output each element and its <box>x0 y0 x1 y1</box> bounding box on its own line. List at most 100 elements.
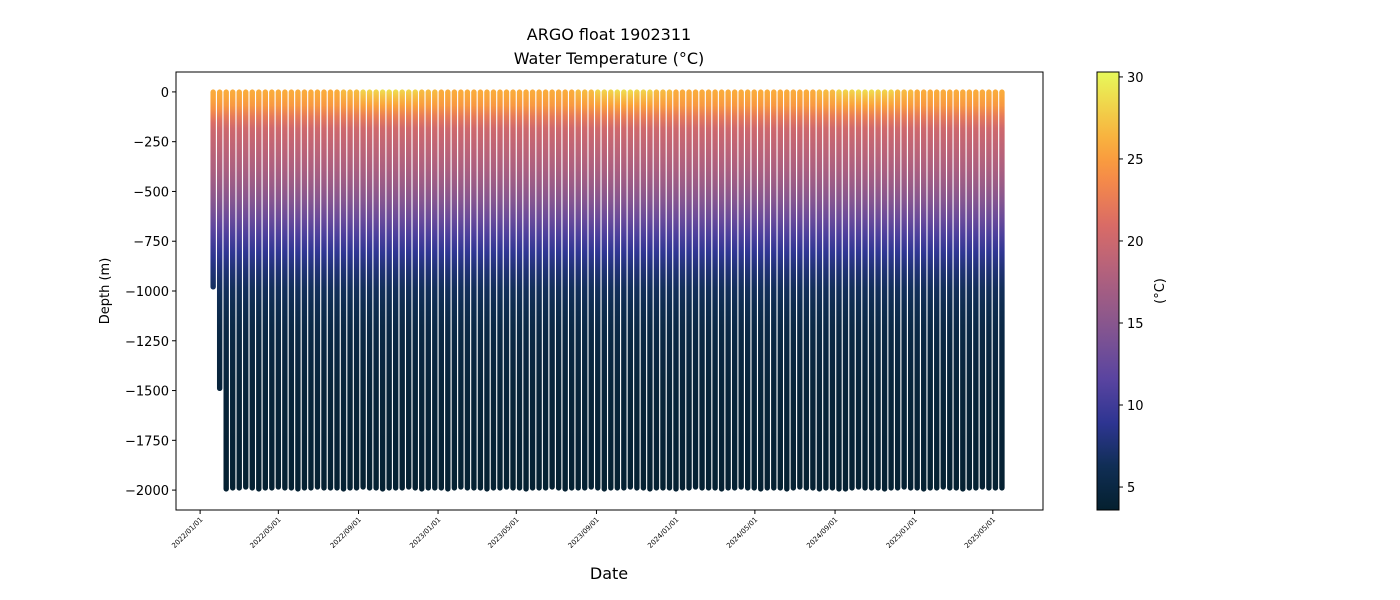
profile-column <box>549 89 555 490</box>
profile-column <box>230 89 236 491</box>
profile-column <box>849 89 855 491</box>
profile-column <box>947 89 953 491</box>
profile-column <box>282 89 288 491</box>
profile-column <box>419 89 425 492</box>
profile-column <box>823 89 829 491</box>
profile-column <box>738 89 744 490</box>
profile-column <box>308 89 314 491</box>
profile-column <box>686 89 692 491</box>
colorbar-tick-label: 25 <box>1127 153 1144 168</box>
profile-column <box>471 89 477 491</box>
profile-column <box>842 89 849 492</box>
profile-column <box>608 89 614 491</box>
profile-column <box>797 89 803 490</box>
profile-column <box>790 89 797 491</box>
chart-subtitle: Water Temperature (°C) <box>514 49 704 68</box>
profile-column <box>347 89 353 491</box>
profile-column <box>425 89 431 491</box>
colorbar-label: (°C) <box>1153 278 1168 304</box>
profile-column <box>731 89 738 491</box>
y-tick-label: −2000 <box>125 484 169 499</box>
profile-column <box>555 89 562 491</box>
profile-column <box>301 89 308 491</box>
profile-column <box>986 89 992 491</box>
profile-column <box>516 89 523 491</box>
profile-column <box>894 89 901 491</box>
profile-column <box>295 89 301 492</box>
profile-column <box>477 89 484 491</box>
profile-column <box>366 89 373 491</box>
profile-column <box>934 89 940 491</box>
profiles-layer <box>210 89 1005 492</box>
profile-column <box>777 89 783 491</box>
chart-title: ARGO float 1902311 <box>527 25 691 44</box>
profile-column <box>679 89 686 491</box>
x-axis: 2022/01/01 2022/05/01 2022/09/01 2023/01/01… <box>170 510 997 550</box>
profile-column <box>881 89 888 492</box>
profile-column <box>660 89 666 491</box>
profile-column <box>829 89 836 491</box>
x-tick-label: 2023/09/01 <box>567 516 601 550</box>
profile-column <box>353 89 360 491</box>
profile-column <box>901 89 907 490</box>
profile-column <box>269 89 275 491</box>
profile-column <box>314 89 321 490</box>
colorbar-tick-label: 10 <box>1127 399 1144 414</box>
x-tick-label: 2025/01/01 <box>885 516 919 550</box>
profile-column <box>379 89 386 492</box>
profile-column <box>288 89 295 491</box>
profile-column <box>758 89 764 492</box>
profile-column <box>399 89 405 491</box>
x-tick-label: 2024/01/01 <box>646 516 680 550</box>
profile-column <box>868 89 875 491</box>
profile-column <box>816 89 823 492</box>
x-tick-label: 2024/09/01 <box>805 516 839 550</box>
profile-column <box>973 89 979 491</box>
profile-column <box>392 89 399 491</box>
profile-column <box>960 89 966 492</box>
profile-column <box>582 89 588 491</box>
profile-column <box>275 89 282 490</box>
profile-column <box>921 89 927 492</box>
profile-column <box>627 89 634 490</box>
colorbar-ticks: 5 10 15 20 25 30 <box>1119 71 1144 496</box>
profile-column <box>999 89 1005 491</box>
profile-column <box>406 89 412 490</box>
profile-column <box>640 89 647 491</box>
profile-column <box>992 89 999 491</box>
profile-column <box>503 89 510 490</box>
profile-column <box>666 89 673 491</box>
profile-column <box>862 89 868 491</box>
profile-column <box>568 89 575 491</box>
profile-column <box>412 89 418 491</box>
profile-column <box>432 89 438 491</box>
colorbar-tick-label: 5 <box>1127 481 1135 496</box>
profile-column <box>855 89 862 490</box>
profile-column <box>458 89 464 490</box>
y-tick-label: −1750 <box>125 434 169 449</box>
profile-column <box>223 89 229 492</box>
profile-column <box>634 89 640 491</box>
y-axis: 0 −250 −500 −750 −1000 −1250 −1500 −1750 −2000 <box>125 86 176 499</box>
y-tick-label: −500 <box>133 185 169 200</box>
profile-column <box>621 89 627 491</box>
x-tick-label: 2023/01/01 <box>408 516 442 550</box>
y-axis-label: Depth (m) <box>98 258 113 325</box>
profile-column <box>588 89 594 490</box>
profile-column <box>595 89 601 491</box>
profile-column <box>484 89 490 492</box>
profile-column <box>953 89 959 491</box>
profile-column <box>216 89 223 392</box>
profile-column <box>249 89 255 491</box>
profile-column <box>327 89 334 491</box>
profile-column <box>836 89 842 492</box>
x-tick-label: 2023/05/01 <box>487 516 521 550</box>
profile-column <box>725 89 731 491</box>
profile-column <box>875 89 881 491</box>
profile-column <box>321 89 327 491</box>
profile-column <box>386 89 392 491</box>
profile-column <box>979 89 986 490</box>
colorbar-tick-label: 30 <box>1127 71 1144 86</box>
profile-column <box>692 89 699 490</box>
profile-column <box>744 89 751 491</box>
